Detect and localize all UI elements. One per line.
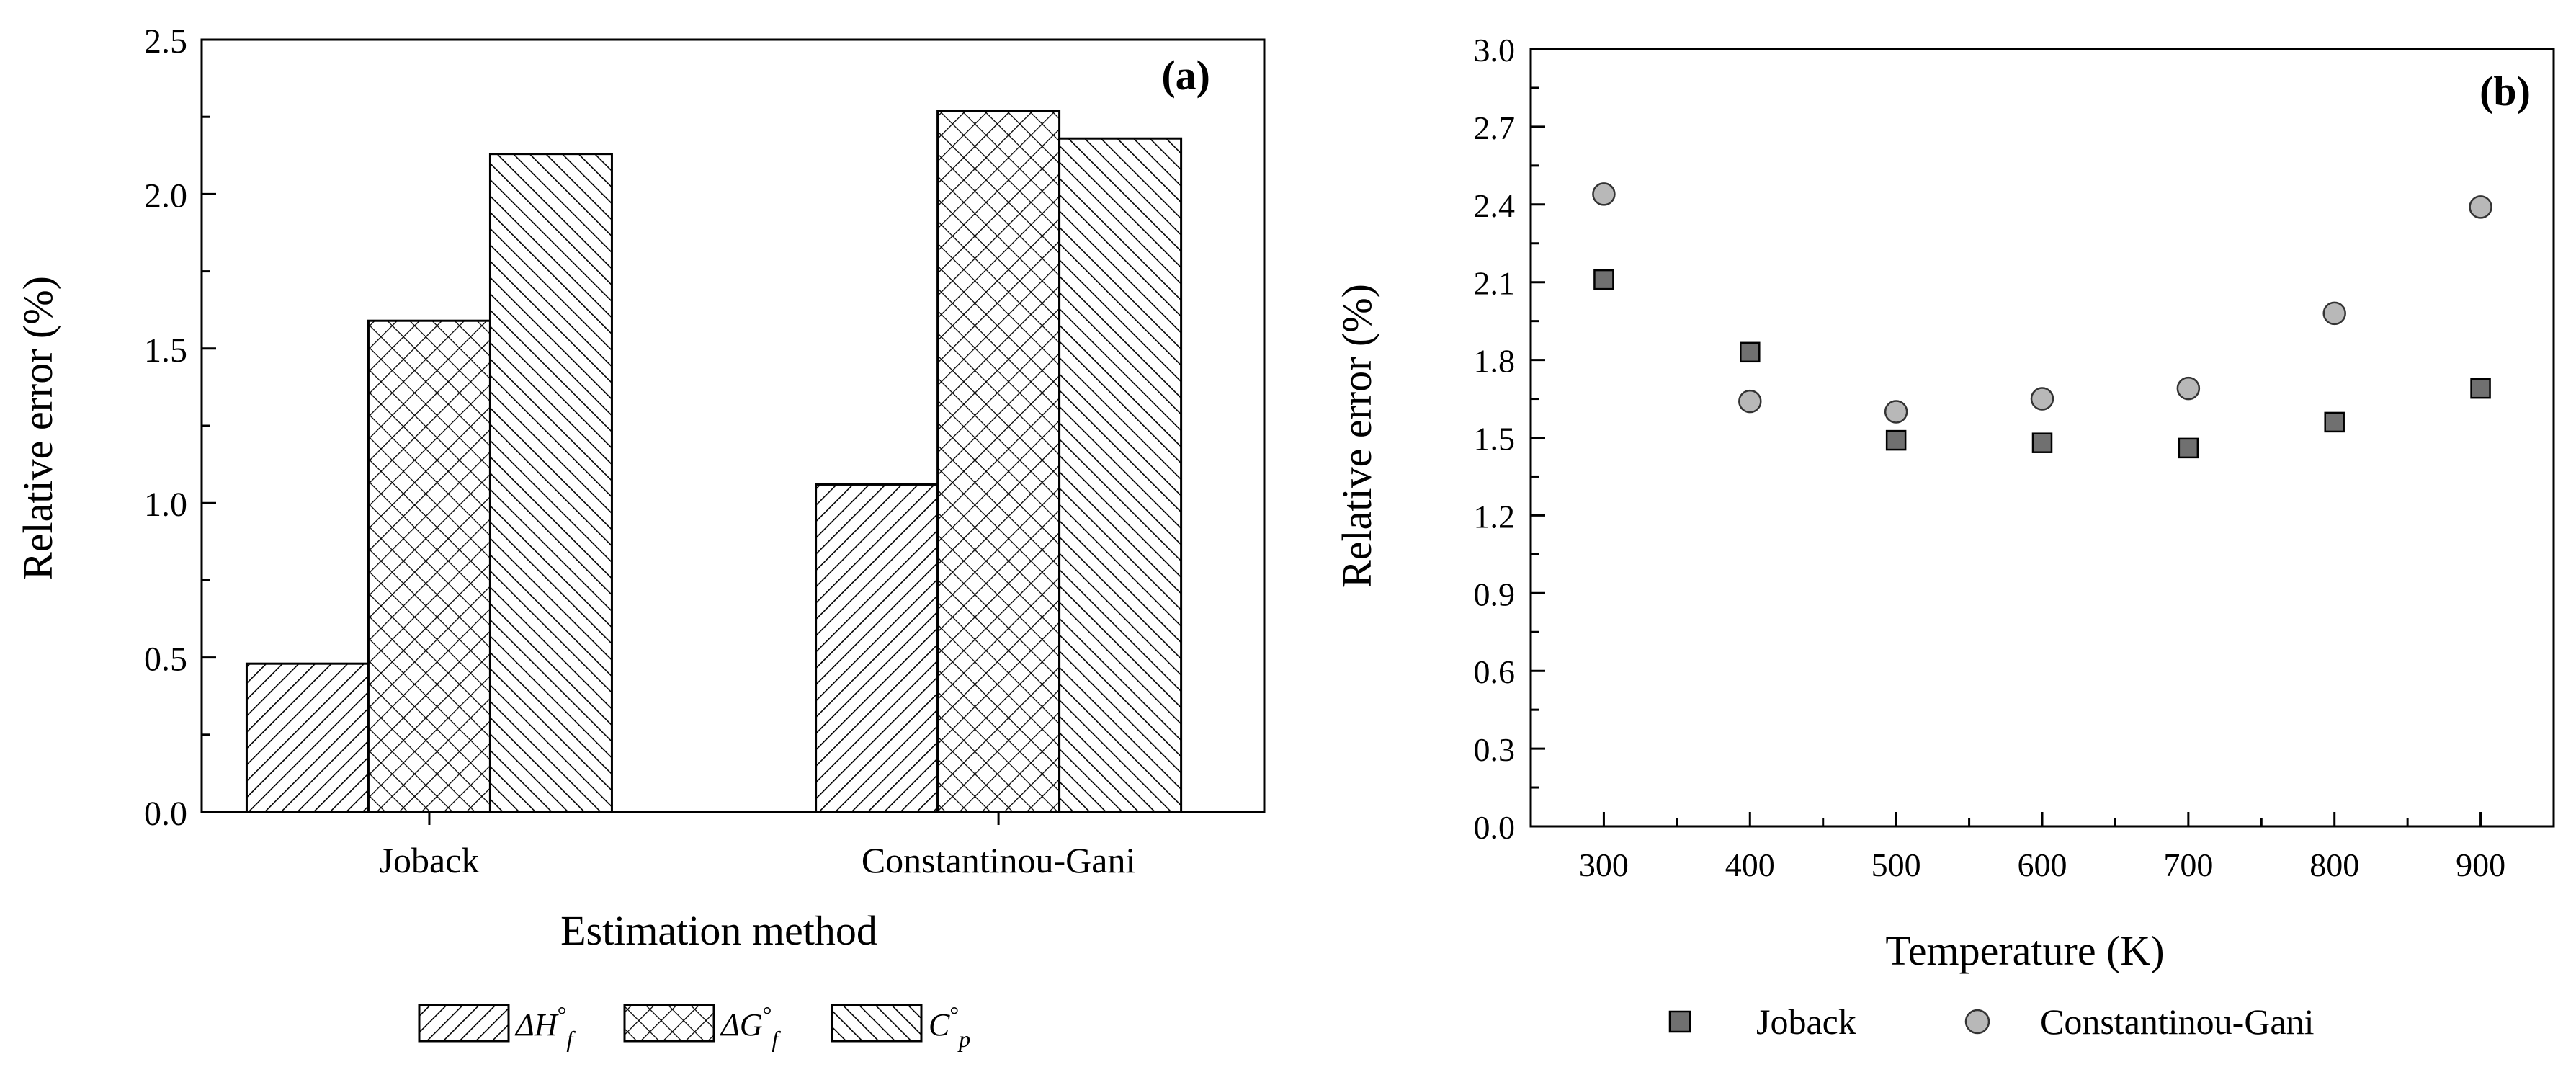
legend-superscript: ° — [558, 1001, 567, 1027]
joback-point — [1885, 429, 1907, 451]
panel-b-y-tick-label: 0.3 — [1474, 731, 1516, 768]
constantinou-gani-point — [2322, 301, 2346, 326]
joback-point — [2178, 437, 2199, 459]
panel-b-y-axis-label: Relative error (%) — [1333, 284, 1380, 588]
panel-a-y-tick-label: 1.0 — [144, 486, 187, 524]
panel-b-x-tick-label: 300 — [1579, 847, 1629, 883]
panel-b-y-tick-label: 2.7 — [1474, 110, 1516, 146]
constantinou-gani-point — [1738, 389, 1762, 414]
panel-b-y-tick-label: 0.0 — [1474, 809, 1516, 846]
panel-a-y-tick-label: 1.5 — [144, 331, 187, 370]
joback-point — [2470, 378, 2491, 399]
bar-constantinou-gani-1 — [815, 483, 939, 813]
panel-b-x-axis-label: Temperature (K) — [1885, 927, 2164, 974]
panel-b-x-tick-label: 700 — [2163, 847, 2213, 883]
legend-symbol: C — [929, 1007, 950, 1043]
bar-constantinou-gani-2 — [936, 110, 1061, 813]
panel-b-y-tick-label: 1.2 — [1474, 498, 1516, 535]
legend-label-3: C°p — [929, 1001, 970, 1052]
legend-superscript: ° — [763, 1001, 772, 1027]
legend-subscript: f — [566, 1026, 576, 1052]
panel-a-y-tick-label: 0.0 — [144, 795, 187, 833]
panel-a-label: (a) — [1161, 52, 1210, 99]
panel-b-legend: Joback Constantinou-Gani — [1668, 1001, 2315, 1042]
panel-a-bars — [245, 110, 1183, 813]
legend-marker-joback — [1668, 1010, 1691, 1033]
panel-b-points — [1592, 182, 2492, 459]
panel-b-y-tick-label: 3.0 — [1474, 32, 1516, 68]
panel-a-y-ticks: 0.0 0.5 1.0 1.5 2.0 2.5 — [144, 22, 216, 833]
panel-b-y-tick-label: 0.6 — [1474, 653, 1516, 690]
constantinou-gani-point — [2176, 376, 2201, 401]
joback-point — [1593, 269, 1614, 290]
panel-b-y-tick-label: 1.5 — [1474, 421, 1516, 457]
panel-a-y-tick-label: 0.5 — [144, 640, 187, 679]
panel-b-x-tick-label: 900 — [2456, 847, 2505, 883]
legend-symbol: ΔG — [720, 1007, 763, 1043]
panel-a-x-axis-label: Estimation method — [560, 907, 877, 954]
bar-joback-3 — [488, 153, 613, 813]
constantinou-gani-point — [1884, 400, 1908, 424]
legend-symbol: ΔH — [514, 1007, 559, 1043]
panel-a-x-tick-label: Joback — [380, 840, 480, 880]
legend-label-1: ΔH°f — [514, 1001, 576, 1052]
joback-point — [2031, 432, 2053, 453]
panel-b-chart: 0.0 0.3 0.6 0.9 1.2 1.5 1.8 2.1 2.4 2.7 3.0 300 400… — [1333, 32, 2555, 1042]
panel-b-x-ticks: 300 400 500 600 700 800 900 — [1529, 812, 2555, 883]
joback-point — [2324, 411, 2345, 433]
constantinou-gani-point — [1592, 182, 1616, 206]
panel-a-y-tick-label: 2.5 — [144, 22, 187, 61]
panel-a-x-tick-label: Constantinou-Gani — [862, 840, 1136, 880]
legend-subscript: f — [772, 1026, 781, 1052]
panel-a-y-axis-label: Relative error (%) — [14, 276, 61, 580]
panel-b-x-tick-label: 400 — [1725, 847, 1775, 883]
panel-b-label: (b) — [2479, 68, 2531, 115]
panel-b-y-tick-label: 1.8 — [1474, 343, 1516, 380]
panel-b-x-tick-label: 500 — [1871, 847, 1921, 883]
panel-a-chart: 0.0 0.5 1.0 1.5 2.0 2.5 Joback Constantinou-Ga… — [14, 22, 1266, 1052]
panel-b-x-tick-label: 800 — [2309, 847, 2359, 883]
legend-swatch-2 — [623, 1004, 715, 1043]
constantinou-gani-point — [2469, 195, 2492, 219]
legend-label-2: ΔG°f — [720, 1001, 781, 1052]
bar-joback-2 — [367, 319, 491, 813]
panel-b-y-tick-label: 2.1 — [1474, 265, 1516, 302]
panel-b-y-ticks: 0.0 0.3 0.6 0.9 1.2 1.5 1.8 2.1 2.4 2.7 3.0 — [1474, 32, 1545, 846]
legend-label-joback: Joback — [1756, 1001, 1856, 1042]
constantinou-gani-point — [2030, 387, 2054, 411]
legend-marker-constantinou-gani — [1964, 1009, 1990, 1035]
legend-swatch-1 — [418, 1004, 510, 1043]
panel-b-y-tick-label: 0.9 — [1474, 576, 1516, 612]
panel-a-legend: ΔH°f ΔG°f C°p — [418, 1001, 970, 1052]
panel-a-y-tick-label: 2.0 — [144, 177, 187, 215]
panel-b-y-tick-label: 2.4 — [1474, 187, 1516, 224]
joback-point — [1740, 341, 1761, 363]
panel-b-x-tick-label: 600 — [2018, 847, 2067, 883]
legend-swatch-3 — [831, 1004, 923, 1043]
legend-subscript: p — [957, 1026, 970, 1052]
panel-a-x-ticks: Joback Constantinou-Gani — [380, 812, 1136, 880]
bar-constantinou-gani-3 — [1058, 137, 1183, 813]
legend-label-constantinou-gani: Constantinou-Gani — [2040, 1001, 2315, 1042]
bar-joback-1 — [245, 662, 370, 813]
legend-superscript: ° — [949, 1001, 959, 1027]
